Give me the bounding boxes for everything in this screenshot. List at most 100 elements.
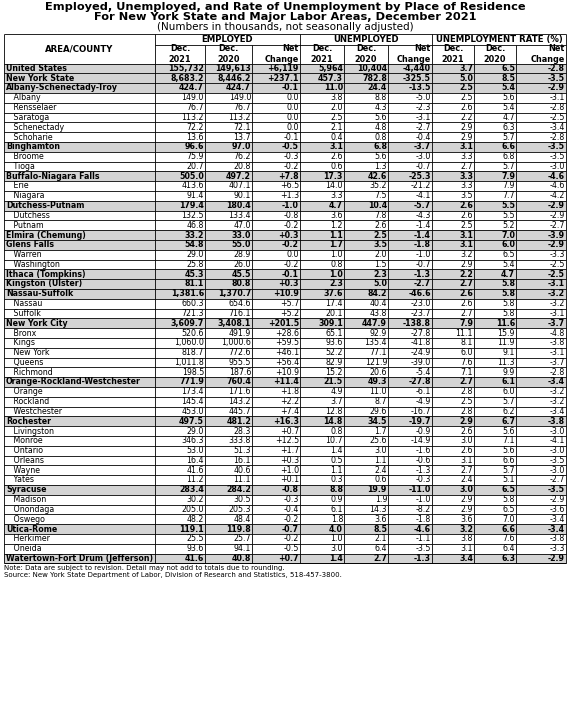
Text: -3.8: -3.8 <box>548 417 565 425</box>
Text: 1.7: 1.7 <box>329 240 343 250</box>
Text: 72.1: 72.1 <box>234 123 251 132</box>
Text: -3.1: -3.1 <box>549 348 565 357</box>
Text: 113.2: 113.2 <box>181 113 204 122</box>
Text: -11.0: -11.0 <box>409 485 431 494</box>
Text: Monroe: Monroe <box>6 436 43 445</box>
Text: 497.5: 497.5 <box>179 417 204 425</box>
Text: 1.1: 1.1 <box>374 456 387 465</box>
Text: -0.2: -0.2 <box>284 515 299 524</box>
Text: 453.0: 453.0 <box>181 407 204 416</box>
Text: 41.6: 41.6 <box>186 466 204 475</box>
Text: 51.3: 51.3 <box>234 446 251 455</box>
Text: Utica-Rome: Utica-Rome <box>6 525 57 533</box>
Text: 0.0: 0.0 <box>287 113 299 122</box>
Text: 0.0: 0.0 <box>287 94 299 102</box>
Text: Net
Change: Net Change <box>264 44 299 64</box>
Text: 3.8: 3.8 <box>461 535 473 543</box>
Text: New York: New York <box>6 348 50 357</box>
Text: -3.4: -3.4 <box>548 377 565 386</box>
Text: +237.1: +237.1 <box>268 74 299 83</box>
Text: Kings: Kings <box>6 338 35 347</box>
Text: -0.3: -0.3 <box>284 152 299 161</box>
Text: 54.8: 54.8 <box>185 240 204 250</box>
Text: 3.0: 3.0 <box>374 446 387 455</box>
Text: Rensselaer: Rensselaer <box>6 103 56 112</box>
Text: 5.5: 5.5 <box>501 201 515 210</box>
Text: 6.7: 6.7 <box>501 417 515 425</box>
Text: 46.8: 46.8 <box>186 220 204 230</box>
Text: 17.3: 17.3 <box>324 172 343 181</box>
Text: 1.0: 1.0 <box>329 269 343 279</box>
Text: 3.0: 3.0 <box>461 436 473 445</box>
Text: +12.5: +12.5 <box>275 436 299 445</box>
Text: -1.3: -1.3 <box>414 554 431 563</box>
Text: 1.1: 1.1 <box>329 230 343 240</box>
Text: 4.7: 4.7 <box>501 269 515 279</box>
Text: +1.3: +1.3 <box>280 191 299 201</box>
Text: 520.6: 520.6 <box>181 328 204 337</box>
Text: 3,408.1: 3,408.1 <box>218 319 251 328</box>
Text: -3.4: -3.4 <box>548 525 565 533</box>
Text: Putnam: Putnam <box>6 220 44 230</box>
Text: -3.0: -3.0 <box>549 446 565 455</box>
Text: 20.8: 20.8 <box>234 162 251 171</box>
Bar <box>4 73 566 83</box>
Text: 11.0: 11.0 <box>369 387 387 396</box>
Text: -1.0: -1.0 <box>416 495 431 504</box>
Text: -1.0: -1.0 <box>282 201 299 210</box>
Text: 171.6: 171.6 <box>229 387 251 396</box>
Text: 3.5: 3.5 <box>373 240 387 250</box>
Text: -2.9: -2.9 <box>549 211 565 220</box>
Text: +1.7: +1.7 <box>280 446 299 455</box>
Text: Oneida: Oneida <box>6 544 42 553</box>
Text: 28.9: 28.9 <box>234 250 251 259</box>
Text: -25.3: -25.3 <box>409 172 431 181</box>
Text: 771.9: 771.9 <box>179 377 204 386</box>
Text: 2.5: 2.5 <box>461 94 473 102</box>
Text: +1.8: +1.8 <box>280 387 299 396</box>
Text: 9.9: 9.9 <box>503 368 515 376</box>
Text: 6.5: 6.5 <box>501 485 515 494</box>
Text: 2.7: 2.7 <box>461 309 473 318</box>
Text: 84.2: 84.2 <box>368 289 387 298</box>
Text: +1.0: +1.0 <box>280 466 299 475</box>
Text: -3.1: -3.1 <box>416 113 431 122</box>
Text: 37.6: 37.6 <box>324 289 343 298</box>
Text: 155,732: 155,732 <box>168 64 204 73</box>
Text: -21.2: -21.2 <box>410 182 431 191</box>
Text: -3.7: -3.7 <box>414 143 431 151</box>
Bar <box>4 416 566 426</box>
Text: -5.7: -5.7 <box>414 201 431 210</box>
Text: AREA/COUNTY: AREA/COUNTY <box>45 44 113 53</box>
Text: 2.6: 2.6 <box>331 152 343 161</box>
Text: 11.1: 11.1 <box>455 328 473 337</box>
Text: 5.1: 5.1 <box>503 476 515 484</box>
Text: Saratoga: Saratoga <box>6 113 49 122</box>
Text: 132.5: 132.5 <box>181 211 204 220</box>
Text: 6.5: 6.5 <box>501 64 515 73</box>
Text: -0.9: -0.9 <box>416 427 431 435</box>
Text: -3.2: -3.2 <box>549 397 565 406</box>
Text: 8.5: 8.5 <box>501 74 515 83</box>
Text: 6.6: 6.6 <box>501 143 515 151</box>
Text: 716.1: 716.1 <box>229 309 251 318</box>
Text: 1.1: 1.1 <box>331 466 343 475</box>
Text: For New York State and Major Labor Areas, December 2021: For New York State and Major Labor Areas… <box>93 12 477 22</box>
Text: 654.6: 654.6 <box>229 299 251 308</box>
Text: 3.1: 3.1 <box>459 240 473 250</box>
Text: 2.4: 2.4 <box>374 466 387 475</box>
Text: 29.0: 29.0 <box>186 250 204 259</box>
Text: -3.5: -3.5 <box>549 152 565 161</box>
Text: 2.7: 2.7 <box>459 377 473 386</box>
Text: 5.6: 5.6 <box>374 113 387 122</box>
Text: Erie: Erie <box>6 182 29 191</box>
Text: -4.2: -4.2 <box>549 191 565 201</box>
Text: 76.2: 76.2 <box>234 152 251 161</box>
Text: 30.5: 30.5 <box>234 495 251 504</box>
Text: 3.3: 3.3 <box>461 182 473 191</box>
Bar <box>4 269 566 279</box>
Text: 48.4: 48.4 <box>234 515 251 524</box>
Text: -0.3: -0.3 <box>416 476 431 484</box>
Text: 3.6: 3.6 <box>331 211 343 220</box>
Text: 2.6: 2.6 <box>461 299 473 308</box>
